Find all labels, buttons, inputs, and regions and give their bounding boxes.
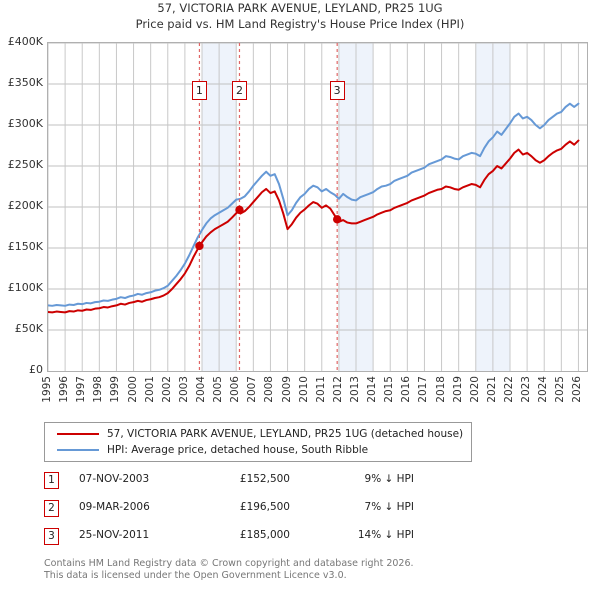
x-axis-tick-label: 1997 xyxy=(75,376,88,403)
transaction-hpi-delta: 14% ↓ HPI xyxy=(357,529,414,541)
y-axis-tick-label: £300K xyxy=(7,117,43,130)
footer-attribution: Contains HM Land Registry data © Crown c… xyxy=(44,558,564,581)
transaction-price: £152,500 xyxy=(239,473,290,485)
y-axis-tick-label: £150K xyxy=(7,240,43,253)
chart-marker-1[interactable]: 1 xyxy=(191,81,207,100)
transaction-price: £196,500 xyxy=(239,501,290,513)
x-axis-tick-label: 2002 xyxy=(160,376,173,403)
x-axis: 1995 1996 1997 1998 1999 2000 2001 2002 2003 2004… xyxy=(41,376,588,421)
transaction-price: £185,000 xyxy=(239,529,290,541)
transaction-hpi-delta: 9% ↓ HPI xyxy=(364,473,414,485)
transaction-hpi-delta: 7% ↓ HPI xyxy=(364,501,414,513)
footer-line-2: This data is licensed under the Open Gov… xyxy=(44,569,347,581)
y-axis-tick-label: £250K xyxy=(7,158,43,171)
x-axis-tick-label: 2015 xyxy=(383,376,396,403)
x-axis-tick-label: 2007 xyxy=(246,376,259,403)
price-history-line-chart xyxy=(47,42,587,371)
x-axis-tick-label: 2018 xyxy=(434,376,447,403)
x-axis-tick-label: 1998 xyxy=(92,376,105,403)
x-axis-tick-label: 2003 xyxy=(177,376,190,403)
x-axis-tick-label: 2001 xyxy=(143,376,156,403)
legend-item: HPI: Average price, detached house, Sout… xyxy=(51,442,465,458)
transaction-index-badge[interactable]: 3 xyxy=(44,528,59,545)
x-axis-tick-label: 2005 xyxy=(212,376,225,403)
x-axis-tick-label: 1999 xyxy=(109,376,122,403)
table-row: 3 25-NOV-2011 £185,000 14% ↓ HPI xyxy=(44,526,494,554)
x-axis-tick-label: 2013 xyxy=(349,376,361,403)
chart-marker-2[interactable]: 2 xyxy=(231,81,247,100)
chart-marker-3[interactable]: 3 xyxy=(329,81,345,100)
transaction-index-badge[interactable]: 2 xyxy=(44,500,59,517)
table-row: 2 09-MAR-2006 £196,500 7% ↓ HPI xyxy=(44,498,494,526)
y-axis-tick-label: £350K xyxy=(7,76,43,89)
y-axis-tick-label: £0 xyxy=(29,363,43,376)
y-axis: £0 £50K £100K £150K £200K £250K £300K £350K £400… xyxy=(0,35,47,376)
x-axis-tick-label: 2021 xyxy=(485,376,498,403)
x-axis-tick-label: 2022 xyxy=(503,376,515,403)
x-axis-tick-label: 2008 xyxy=(263,376,276,403)
x-axis-tick-label: 2006 xyxy=(229,376,242,403)
transaction-date: 07-NOV-2003 xyxy=(79,473,150,485)
plot-area: 1 2 3 xyxy=(47,42,588,372)
x-axis-tick-label: 1996 xyxy=(58,376,71,403)
x-axis-tick-label: 2026 xyxy=(571,376,584,403)
x-axis-tick-label: 2009 xyxy=(280,376,293,403)
transaction-date: 09-MAR-2006 xyxy=(79,501,150,513)
chart-container: £0 £50K £100K £150K £200K £250K £300K £350K £400… xyxy=(0,35,600,403)
x-axis-tick-label: 2025 xyxy=(554,376,567,403)
transaction-date: 25-NOV-2011 xyxy=(79,529,150,541)
x-axis-tick-label: 1995 xyxy=(41,376,53,403)
transactions-table: 1 07-NOV-2003 £152,500 9% ↓ HPI 2 09-MAR-2006… xyxy=(44,470,494,554)
y-axis-tick-label: £50K xyxy=(14,322,43,335)
chart-title-block: 57, VICTORIA PARK AVENUE, LEYLAND, PR25 … xyxy=(0,0,600,32)
table-row: 1 07-NOV-2003 £152,500 9% ↓ HPI xyxy=(44,470,494,498)
x-axis-tick-label: 2016 xyxy=(400,376,413,403)
page-title: 57, VICTORIA PARK AVENUE, LEYLAND, PR25 … xyxy=(157,1,443,15)
x-axis-tick-label: 2014 xyxy=(366,376,379,403)
x-axis-tick-label: 2023 xyxy=(520,376,533,403)
transaction-index-badge[interactable]: 1 xyxy=(44,472,59,489)
x-axis-tick-label: 2012 xyxy=(331,376,344,403)
x-axis-tick-label: 2019 xyxy=(451,376,464,403)
legend-item-label: 57, VICTORIA PARK AVENUE, LEYLAND, PR25 … xyxy=(107,428,464,440)
legend-color-swatch xyxy=(57,449,99,451)
footer-line-1: Contains HM Land Registry data © Crown c… xyxy=(44,558,414,569)
chart-legend: 57, VICTORIA PARK AVENUE, LEYLAND, PR25 … xyxy=(44,422,472,462)
y-axis-tick-label: £100K xyxy=(7,281,43,294)
legend-item-label: HPI: Average price, detached house, Sout… xyxy=(107,444,369,456)
y-axis-tick-label: £400K xyxy=(7,35,43,48)
x-axis-tick-label: 2017 xyxy=(417,376,430,403)
x-axis-tick-label: 2004 xyxy=(195,376,207,403)
x-axis-tick-label: 2000 xyxy=(126,376,139,403)
legend-color-swatch xyxy=(57,433,99,435)
page-subtitle: Price paid vs. HM Land Registry's House … xyxy=(135,17,465,31)
legend-item: 57, VICTORIA PARK AVENUE, LEYLAND, PR25 … xyxy=(51,426,465,442)
y-axis-tick-label: £200K xyxy=(7,199,43,212)
x-axis-tick-label: 2010 xyxy=(297,376,310,403)
x-axis-tick-label: 2011 xyxy=(314,376,327,403)
x-axis-tick-label: 2024 xyxy=(537,376,550,403)
x-axis-tick-label: 2020 xyxy=(468,376,481,403)
